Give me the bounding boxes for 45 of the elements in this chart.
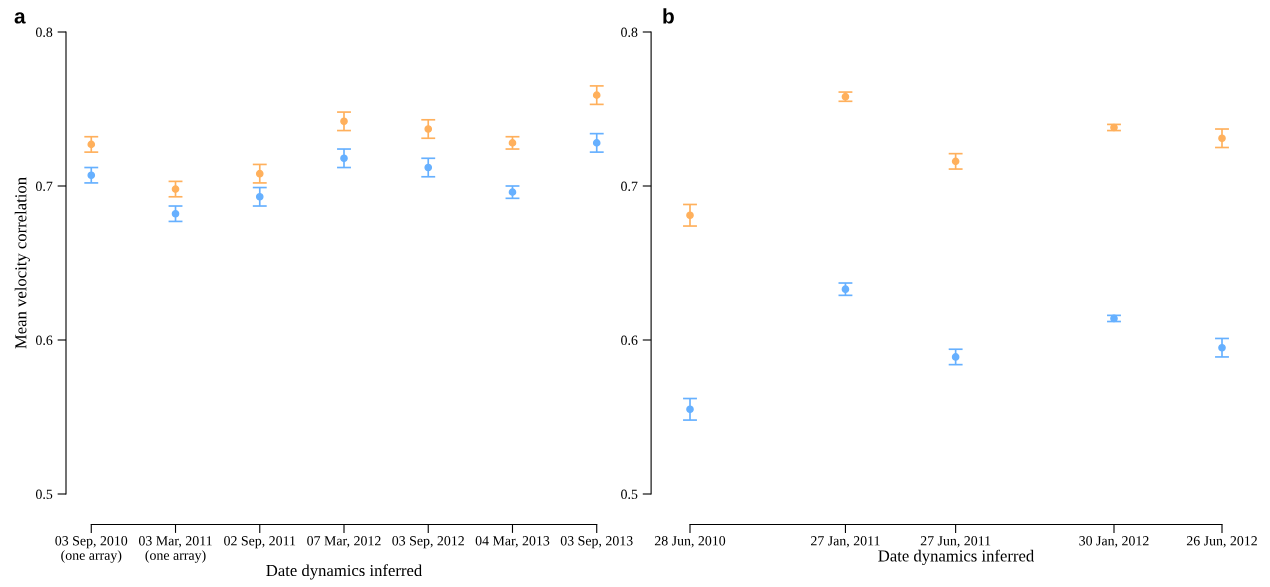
x-tick-label: 03 Sep, 2010 (one array) xyxy=(55,536,128,563)
chart-title: a xyxy=(14,12,26,24)
point xyxy=(87,171,96,180)
point xyxy=(592,139,601,147)
point xyxy=(171,209,180,218)
x-tick-label: 04 Mar, 2013 xyxy=(475,536,550,548)
y-tick-label: 0.7 xyxy=(35,181,53,192)
y-tick-label: 0.8 xyxy=(621,27,638,38)
x-tick-label: 27 Jun, 2011 xyxy=(920,536,991,548)
x-axis-title: Date dynamics inferred xyxy=(878,549,1034,565)
y-tick-label: 0.5 xyxy=(621,489,638,500)
x-tick-label: 03 Sep, 2013 xyxy=(560,536,633,549)
x-tick-label: 07 Mar, 2012 xyxy=(307,536,381,548)
x-tick-label: 02 Sep, 2011 xyxy=(224,536,296,549)
y-tick-label: 0.8 xyxy=(35,27,53,38)
point xyxy=(1218,343,1226,352)
point xyxy=(340,154,348,163)
x-tick-label: 26 Jun, 2012 xyxy=(1186,536,1257,548)
y-tick-label: 0.6 xyxy=(621,335,638,346)
point xyxy=(87,140,96,149)
point xyxy=(508,139,517,147)
x-tick-label: 03 Sep, 2012 xyxy=(392,536,464,549)
point xyxy=(686,211,694,220)
x-tick-label: 30 Jan, 2012 xyxy=(1079,536,1149,548)
x-axis-title: Date dynamics inferred xyxy=(266,564,422,580)
y-tick-label: 0.5 xyxy=(35,489,53,500)
point xyxy=(255,169,264,178)
y-axis-title: Mean velocity correlation xyxy=(14,177,30,349)
x-tick-label: 03 Mar, 2011 (one array) xyxy=(138,536,212,563)
chart-title: b xyxy=(663,8,674,24)
point xyxy=(508,188,517,196)
y-tick-label: 0.7 xyxy=(621,181,638,192)
point xyxy=(424,163,433,172)
point xyxy=(592,91,601,99)
point xyxy=(424,125,433,133)
y-tick-label: 0.6 xyxy=(35,335,53,346)
point xyxy=(340,117,348,126)
point xyxy=(1218,134,1226,143)
point xyxy=(255,192,264,201)
point xyxy=(951,353,960,361)
x-tick-label: 28 Jun, 2010 xyxy=(654,536,726,548)
point xyxy=(951,157,960,166)
point xyxy=(686,405,694,414)
x-tick-label: 27 Jan, 2011 xyxy=(811,536,880,548)
point xyxy=(171,185,180,193)
